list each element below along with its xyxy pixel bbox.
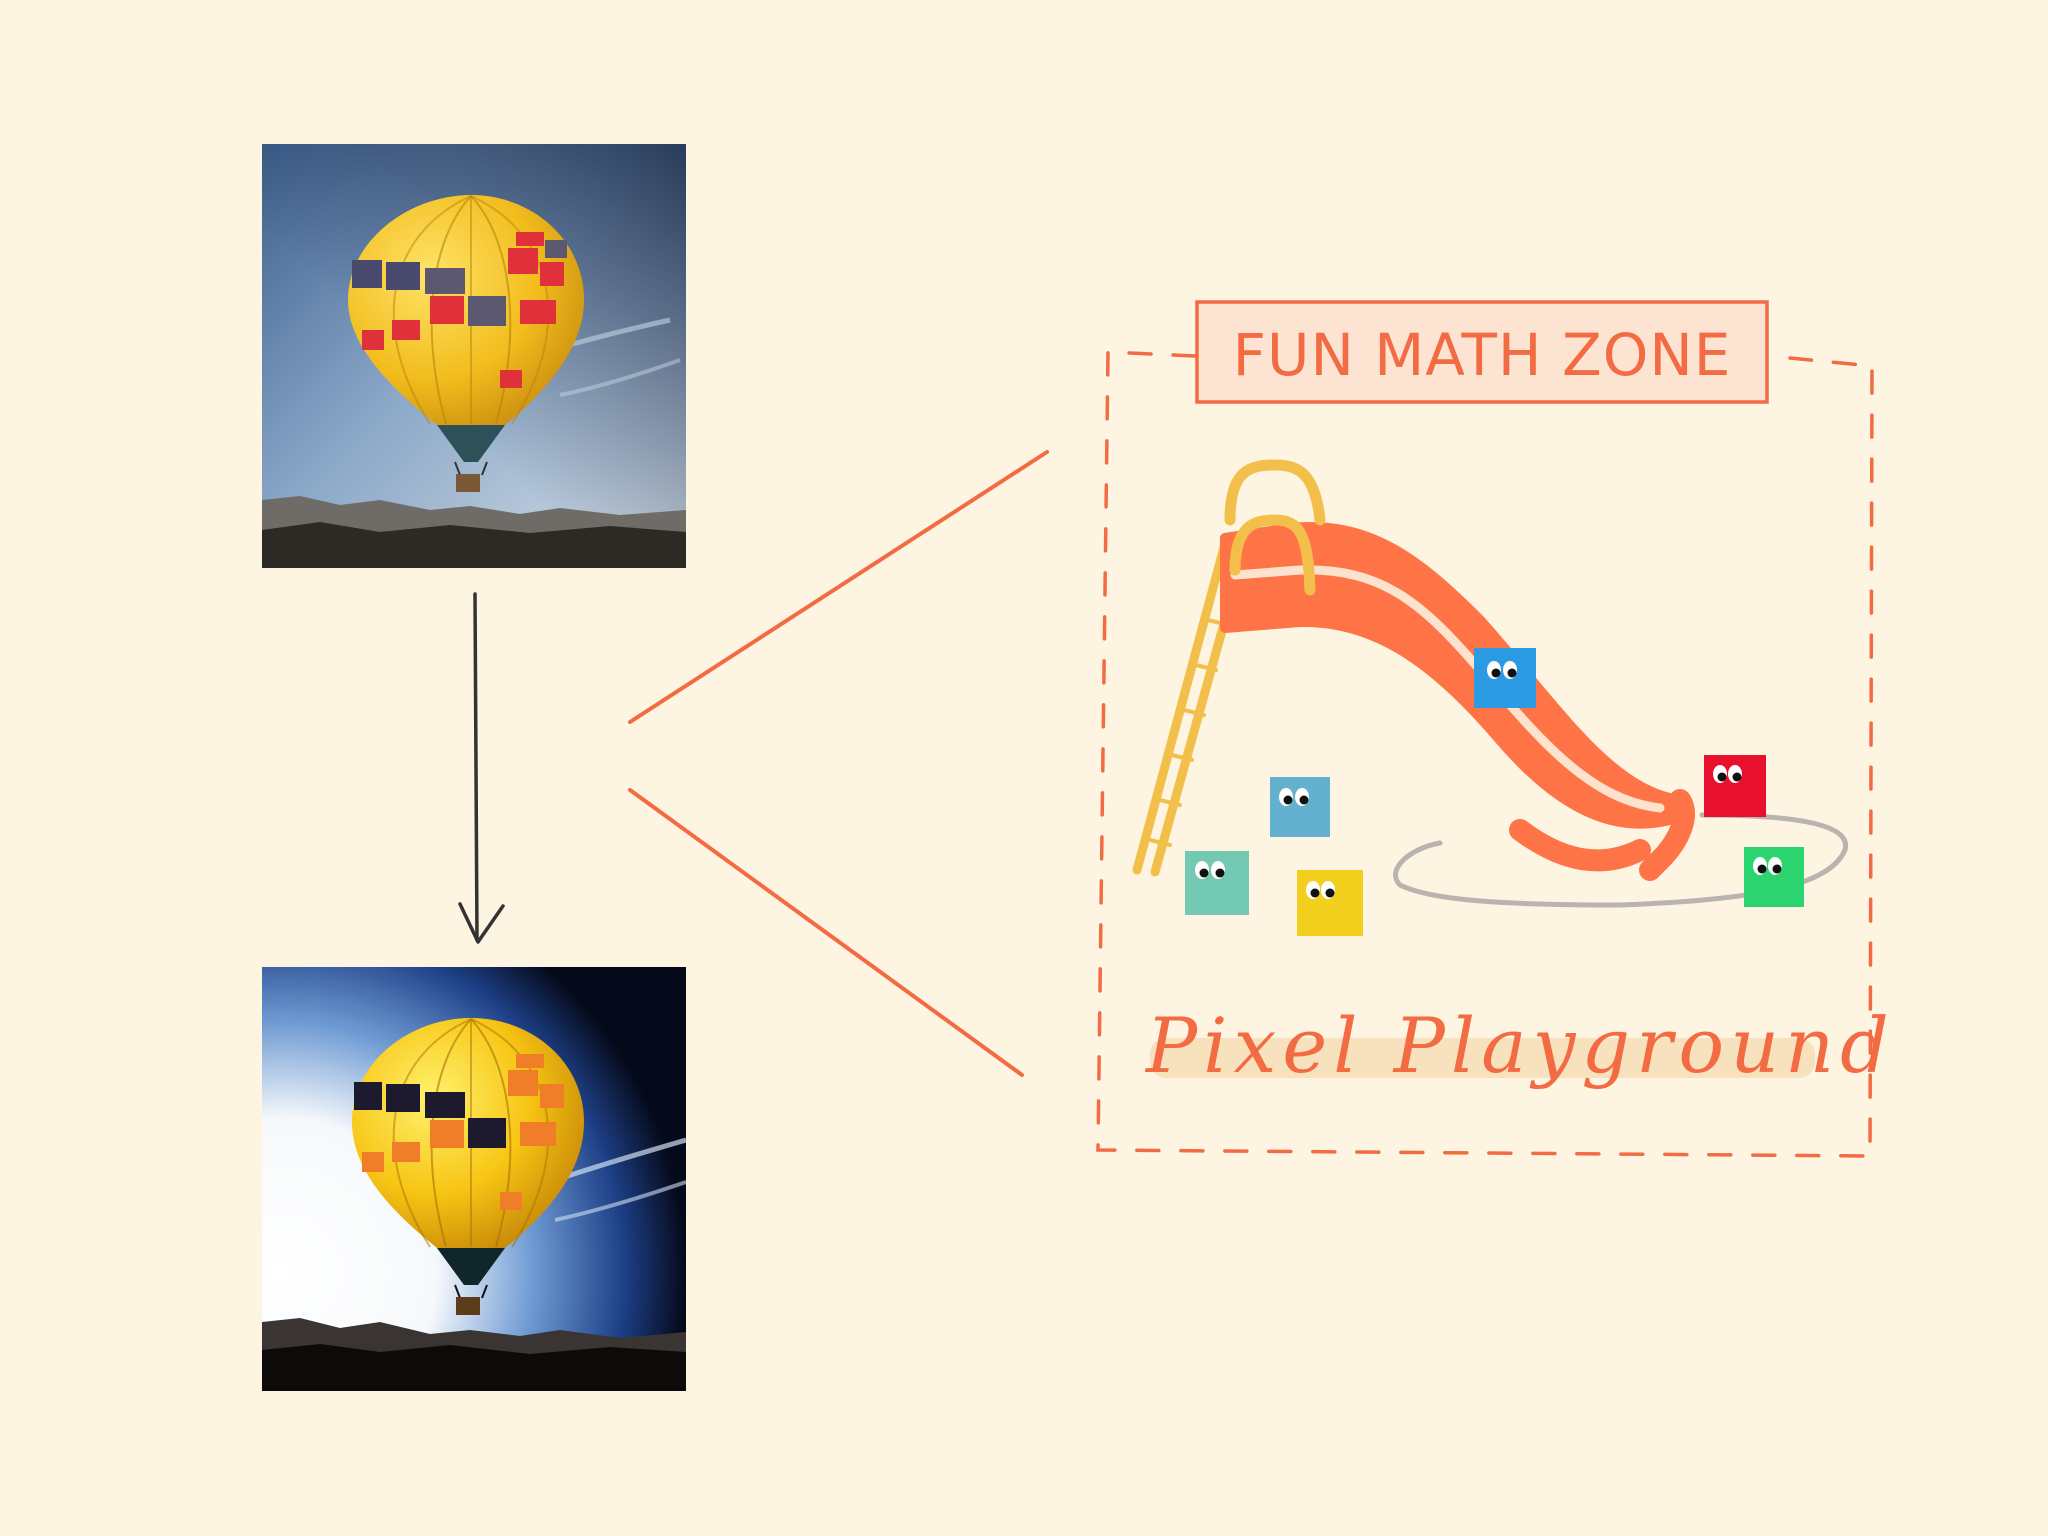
green-pixel bbox=[1744, 847, 1804, 907]
ladder bbox=[1132, 535, 1250, 877]
pixel-characters bbox=[1185, 648, 1804, 936]
hot-air-balloon-original bbox=[262, 144, 686, 568]
pixel-track bbox=[1393, 812, 1849, 908]
red-pixel bbox=[1704, 755, 1766, 817]
fun-math-zone-sign: FUN MATH ZONE bbox=[1195, 300, 1769, 404]
blue-pixel-on-slide bbox=[1474, 648, 1536, 708]
pixel-playground-caption: Pixel Playground bbox=[1144, 1001, 1895, 1090]
callout-line-lower bbox=[628, 788, 1024, 1077]
caption-text: Pixel Playground bbox=[1144, 1001, 1895, 1090]
sign-text: FUN MATH ZONE bbox=[1233, 321, 1732, 389]
callout-line-upper bbox=[628, 450, 1049, 724]
yellow-pixel bbox=[1297, 870, 1363, 936]
slide bbox=[1132, 459, 1695, 881]
steel-blue-pixel bbox=[1270, 777, 1330, 837]
teal-pixel bbox=[1185, 851, 1249, 915]
down-arrow bbox=[458, 592, 505, 944]
hot-air-balloon-enhanced bbox=[262, 967, 686, 1391]
